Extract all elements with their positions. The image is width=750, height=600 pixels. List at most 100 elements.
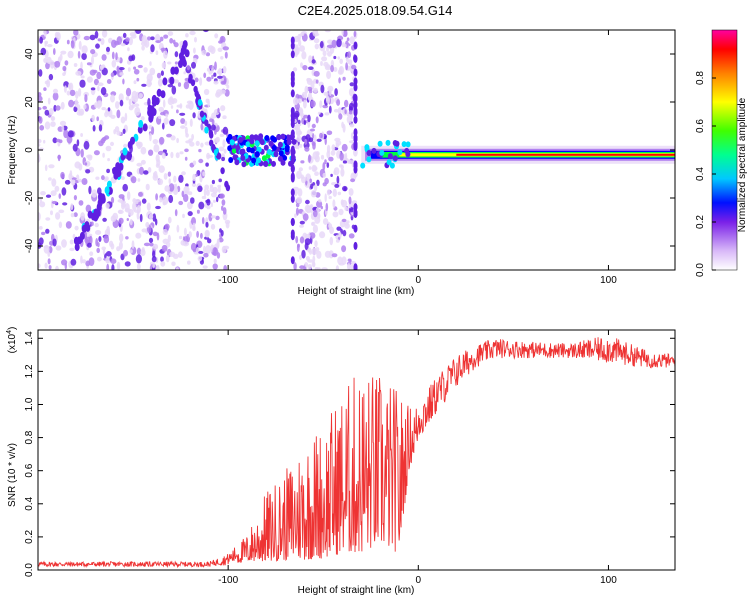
- spectrogram-cell: [331, 39, 337, 49]
- spectrogram-streak: [290, 89, 295, 98]
- spectrogram-cell: [184, 148, 189, 153]
- spectrogram-cell: [111, 264, 115, 270]
- spectrogram-cell: [337, 191, 342, 196]
- y-tick-label: 0.2: [24, 530, 35, 544]
- spectrogram-streak: [84, 221, 90, 230]
- spectrogram-band-cell: [280, 133, 286, 140]
- spectrogram-cell: [98, 124, 103, 132]
- spectrogram-cell: [335, 265, 339, 270]
- spectrogram-streak: [98, 194, 104, 203]
- spectrogram-cell: [84, 162, 88, 166]
- spectrogram-cell: [203, 188, 207, 197]
- spectrogram-cell: [209, 186, 214, 193]
- spectrogram-cell: [212, 247, 218, 257]
- spectrogram-cell: [72, 143, 78, 152]
- spectrogram-cell: [315, 247, 320, 252]
- spectrogram-streak: [74, 243, 80, 252]
- spectrogram-cell: [50, 190, 57, 197]
- spectrogram-cell: [332, 211, 339, 218]
- spectrogram-cell: [48, 164, 55, 169]
- spectrogram-cell: [107, 158, 110, 162]
- spectrogram-cell: [216, 252, 221, 259]
- spectrogram-streak: [142, 123, 148, 132]
- spectrogram-cell: [307, 205, 313, 209]
- colorbar-tick-label: 0.2: [695, 215, 706, 229]
- spectrogram-cell: [320, 84, 325, 94]
- x-tick-label: 0: [416, 575, 422, 586]
- spectrogram-cell: [157, 178, 164, 186]
- snr-scale-prefix: (x10: [7, 333, 18, 353]
- spectrogram-cell: [213, 258, 217, 264]
- spectrogram-cell: [74, 161, 81, 169]
- spectrogram-band-cell: [259, 139, 265, 146]
- spectrogram-cell: [293, 262, 297, 270]
- spectrogram-cell: [67, 50, 74, 59]
- spectrogram-cell: [136, 162, 143, 167]
- spectrogram-cell: [125, 87, 132, 97]
- spectrogram-cell: [43, 57, 48, 64]
- spectrogram-cell: [326, 130, 333, 136]
- spectrogram-cell: [186, 100, 193, 105]
- spectrogram-cell: [58, 221, 63, 229]
- y-tick-label: 1.2: [24, 364, 35, 378]
- spectrogram-band-cell: [228, 157, 234, 163]
- spectrogram-cell: [316, 250, 322, 259]
- spectrogram-streak: [290, 164, 295, 173]
- spectrogram-cell: [205, 245, 212, 254]
- spectrogram-cell: [308, 154, 311, 163]
- spectrogram-cell: [315, 116, 319, 124]
- spectrogram-streak: [353, 68, 358, 77]
- spectrogram-cell: [119, 233, 124, 243]
- spectrogram-streak: [290, 50, 295, 59]
- spectrogram-cell: [217, 75, 223, 79]
- spectrogram-cell: [74, 225, 79, 231]
- spectrogram-streak: [197, 99, 203, 106]
- spectrogram-cell: [173, 42, 179, 48]
- spectrogram-cell: [210, 202, 213, 208]
- spectrogram-cell: [129, 249, 133, 254]
- spectrogram-cell: [38, 107, 42, 111]
- y-tick-label: -20: [24, 190, 35, 205]
- spectrogram-cell: [97, 38, 102, 42]
- tone-onset-cell: [394, 140, 400, 147]
- spectrogram-cell: [54, 185, 60, 192]
- spectrogram-cell: [149, 67, 156, 76]
- spectrogram-cell: [208, 212, 213, 222]
- spectrogram-cell: [168, 194, 174, 204]
- spectrogram-cell: [38, 263, 41, 269]
- spectrogram-cell: [192, 112, 196, 119]
- spectrogram-cell: [313, 209, 318, 218]
- spectrogram-cell: [220, 105, 226, 112]
- spectrogram-cell: [198, 148, 202, 153]
- spectrogram-cell: [137, 64, 143, 69]
- spectrogram-cell: [188, 231, 192, 238]
- spectrogram-streak: [162, 77, 168, 86]
- spectrogram-cell: [160, 256, 164, 263]
- spectrogram-cell: [152, 173, 159, 181]
- snr-series-line: [38, 337, 675, 569]
- spectrogram-cell: [322, 104, 329, 109]
- spectrogram-cell: [127, 67, 131, 72]
- spectrogram-cell: [180, 118, 186, 124]
- spectrogram-cell: [89, 34, 96, 41]
- spectrogram-cell: [171, 85, 177, 95]
- spectrogram-cell: [301, 249, 306, 259]
- spectrogram-cell: [111, 51, 115, 60]
- spectrogram-cell: [338, 77, 341, 84]
- spectrogram-cell: [203, 72, 207, 79]
- spectrogram-cell: [131, 90, 138, 100]
- spectrogram-cell: [350, 132, 354, 140]
- spectrogram-cell: [122, 128, 126, 134]
- spectrogram-streak: [290, 194, 295, 203]
- spectrogram-cell: [91, 189, 98, 198]
- spectrogram-cell: [336, 38, 342, 48]
- spectrogram-cell: [195, 247, 200, 255]
- spectrogram-cell: [147, 167, 152, 173]
- spectrogram-cell: [226, 84, 230, 89]
- spectrogram-cell: [343, 187, 347, 192]
- snr-axes: -100 0 100 0.0 0.2 0.4 0.6 0.8 1.0 1.2 1.4: [24, 330, 675, 586]
- spectrogram-cell: [212, 263, 218, 270]
- spectrogram-cell: [300, 160, 305, 164]
- spectrogram-cell: [129, 218, 133, 226]
- spectrogram-band-cell: [277, 141, 283, 148]
